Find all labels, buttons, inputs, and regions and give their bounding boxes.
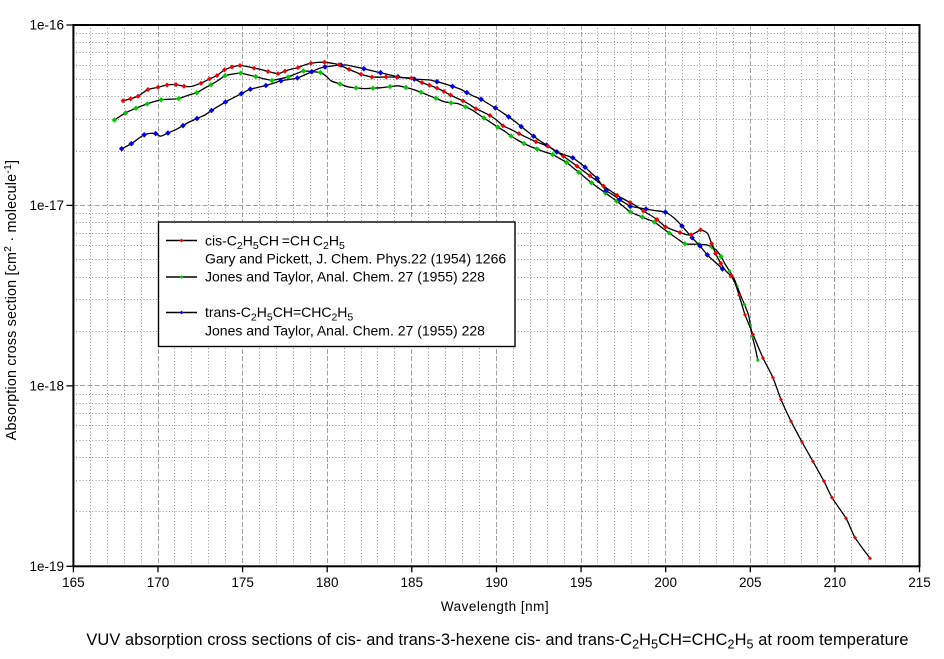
svg-text:175: 175 (231, 575, 254, 590)
svg-text:VUV absorption cross sections: VUV absorption cross sections of cis- an… (86, 631, 908, 652)
svg-text:180: 180 (316, 575, 339, 590)
svg-text:Wavelength [nm]: Wavelength [nm] (441, 599, 549, 614)
svg-text:1e-17: 1e-17 (29, 198, 64, 213)
svg-text:190: 190 (485, 575, 508, 590)
svg-text:215: 215 (908, 575, 931, 590)
svg-text:1e-16: 1e-16 (29, 18, 64, 33)
svg-text:trans-C2H5CH=CHC2H5: trans-C2H5CH=CHC2H5 (205, 304, 353, 324)
svg-text:1e-18: 1e-18 (29, 378, 64, 393)
svg-text:205: 205 (739, 575, 762, 590)
svg-text:Absorption cross section [cm2: Absorption cross section [cm2 · molecule… (2, 160, 20, 440)
svg-text:Gary and Pickett, J. Chem. Phy: Gary and Pickett, J. Chem. Phys.22 (1954… (205, 251, 506, 267)
svg-text:200: 200 (654, 575, 677, 590)
svg-text:Jones and Taylor, Anal. Chem.: Jones and Taylor, Anal. Chem. 27 (1955) … (205, 323, 485, 339)
svg-text:1e-19: 1e-19 (29, 559, 64, 574)
svg-text:185: 185 (401, 575, 424, 590)
svg-text:165: 165 (62, 575, 85, 590)
svg-text:Jones and Taylor, Anal. Chem.: Jones and Taylor, Anal. Chem. 27 (1955) … (205, 269, 485, 285)
svg-text:170: 170 (147, 575, 170, 590)
svg-text:195: 195 (570, 575, 593, 590)
svg-text:210: 210 (824, 575, 847, 590)
